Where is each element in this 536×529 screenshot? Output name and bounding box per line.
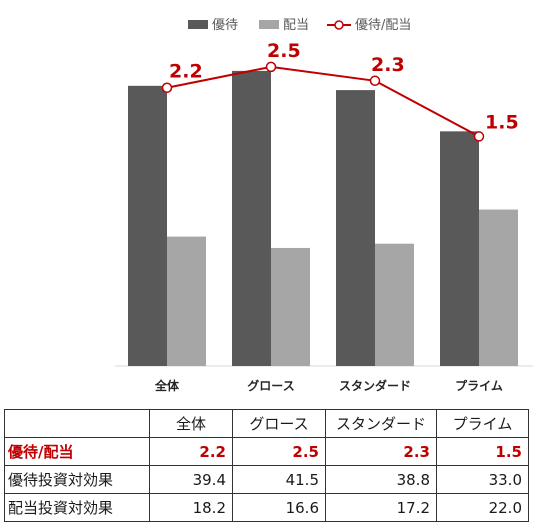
table-cell: 16.6 [232,493,326,522]
table-cell: 1.5 [436,437,529,466]
category-tick-label: グロース [247,378,294,393]
table-row-label: 優待投資対効果 [4,465,150,494]
legend-swatch-yutai [188,20,208,29]
table-header-cell: プライム [436,409,529,438]
bar-group [128,70,518,367]
table-header-cell: スタンダード [325,409,437,438]
table-cell: 39.4 [149,465,233,494]
ratio-marker [369,75,381,87]
table-cell: 17.2 [325,493,437,522]
legend-label-ratio: 優待/配当 [355,18,411,33]
table-cell: 41.5 [232,465,326,494]
bar-haito [479,209,518,366]
table-header-cell: グロース [232,409,326,438]
table-cell: 2.3 [325,437,437,466]
table-row-ratio: 優待/配当 2.2 2.5 2.3 1.5 [4,437,529,466]
bar-haito [375,243,414,366]
bar-haito [167,236,206,366]
bar-yutai [232,70,271,366]
ratio-data-label: 2.2 [169,61,203,83]
chart-area: 優待 配当 優待/配当 全体 グロース スタンダード プライム 2.2 2.5 2.3 1.… [115,18,533,393]
table-header-row: 全体 グロース スタンダード プライム [4,409,529,438]
table-row-label: 配当投資対効果 [4,493,150,522]
ratio-data-label: 2.3 [371,54,405,76]
bar-haito [271,247,310,366]
bar-yutai [336,90,375,366]
table-cell: 33.0 [436,465,529,494]
data-table: 全体 グロース スタンダード プライム 優待/配当 2.2 2.5 2.3 1.… [4,409,529,522]
category-tick-label: プライム [455,378,503,393]
table-cell: 2.2 [149,437,233,466]
bar-yutai [128,85,167,367]
category-tick-label: スタンダード [339,378,411,393]
legend: 優待 配当 優待/配当 [188,18,411,33]
ratio-marker [265,61,277,73]
table-header-cell: 全体 [149,409,233,438]
table-cell: 2.5 [232,437,326,466]
ratio-data-label: 1.5 [485,111,519,133]
table-row-yutai: 優待投資対効果 39.4 41.5 38.8 33.0 [4,465,529,494]
legend-marker-ratio [334,20,344,30]
table-cell: 38.8 [325,465,437,494]
legend-swatch-haito [259,20,279,29]
ratio-series: 2.2 2.5 2.3 1.5 [161,40,519,142]
legend-label-haito: 配当 [283,18,309,33]
legend-label-yutai: 優待 [212,18,238,33]
table-header-cell [4,409,150,438]
table-row-label: 優待/配当 [4,437,150,466]
table-cell: 18.2 [149,493,233,522]
ratio-line [166,65,480,138]
category-tick-label: 全体 [154,378,180,393]
table-row-haito: 配当投資対効果 18.2 16.6 17.2 22.0 [4,493,529,522]
category-labels: 全体 グロース スタンダード プライム [154,378,503,393]
ratio-marker [161,82,173,93]
combo-chart: 優待 配当 優待/配当 全体 グロース スタンダード プライム 2.2 2.5 2.3 1.… [115,18,533,393]
ratio-data-label: 2.5 [267,40,301,62]
ratio-marker [473,131,485,142]
bar-yutai [440,131,479,366]
table-cell: 22.0 [436,493,529,522]
